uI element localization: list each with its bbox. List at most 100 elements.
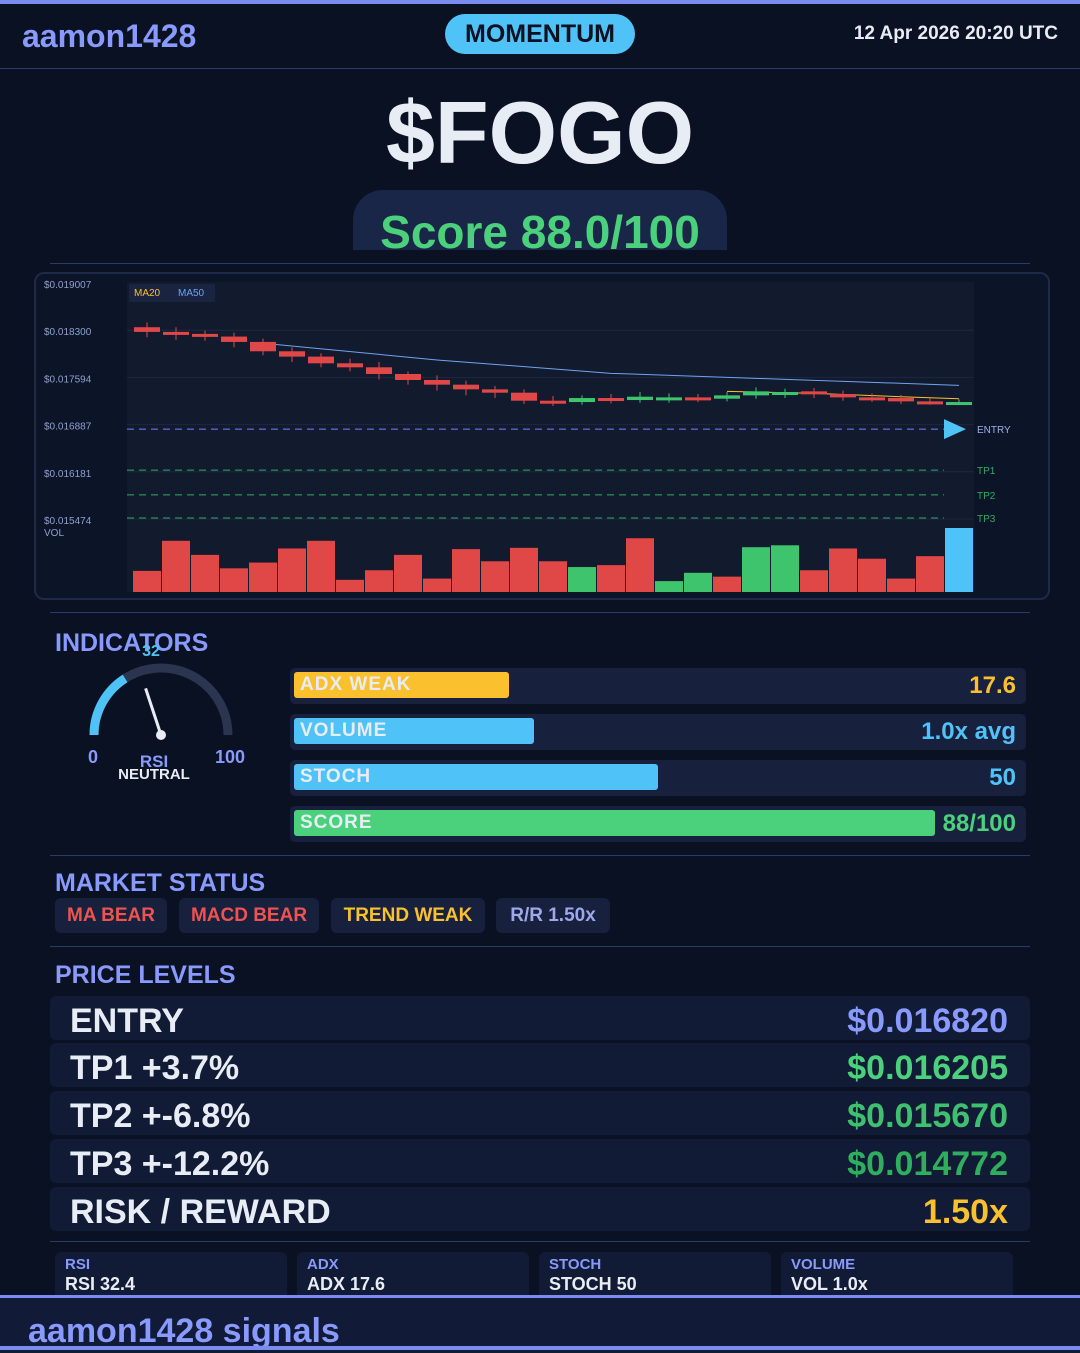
volume-bar — [249, 562, 277, 592]
volume-bar — [684, 572, 712, 592]
volume-bar — [945, 528, 973, 592]
top-accent-line — [0, 0, 1080, 4]
candle-body — [569, 398, 595, 403]
volume-bar — [771, 545, 799, 592]
candle-body — [279, 351, 305, 357]
mini-stat-stoch: STOCH STOCH 50 — [539, 1252, 771, 1296]
gauge-min: 0 — [88, 747, 98, 767]
candle-body — [250, 341, 276, 352]
level-label-tp3: TP3 — [977, 514, 996, 525]
brand-name: aamon1428 — [22, 18, 197, 54]
volume-bar — [220, 568, 248, 592]
candle-body — [772, 392, 798, 396]
candle-body — [366, 367, 392, 374]
bar-label: STOCH — [300, 766, 372, 787]
volume-bar — [191, 554, 219, 592]
candle-body — [830, 394, 856, 398]
candle-body — [685, 397, 711, 401]
volume-bar — [278, 548, 306, 592]
price-chart-panel[interactable]: $0.019007 $0.018300 $0.017594 $0.016887 $0.0… — [34, 272, 1050, 600]
level-label: ENTRY — [70, 1002, 184, 1040]
footer-text: aamon1428 signals — [28, 1312, 340, 1350]
ma20-line — [726, 390, 960, 400]
volume-bar — [829, 548, 857, 592]
volume-bar — [916, 556, 944, 592]
bar-fill — [294, 810, 935, 836]
bar-value: 88/100 — [942, 810, 1016, 837]
level-row-tp1: TP1 +3.7% $0.016205 — [50, 1043, 1030, 1087]
divider — [50, 855, 1030, 856]
ticker-symbol: $FOGO — [385, 83, 695, 182]
y-tick-label: $0.017594 — [44, 374, 92, 385]
mode-badge[interactable]: MOMENTUM — [445, 14, 635, 54]
candlestick-chart[interactable]: $0.019007 $0.018300 $0.017594 $0.016887 $0.0… — [36, 274, 1048, 598]
bar-label: ADX WEAK — [300, 674, 412, 695]
candle-body — [743, 391, 769, 396]
status-badge: MA BEAR — [55, 898, 167, 933]
volume-bar — [394, 554, 422, 592]
volume-bar — [336, 579, 364, 592]
footer-bar: aamon1428 signals — [0, 1295, 1080, 1353]
candle-body — [627, 396, 653, 401]
level-row-tp3: TP3 +-12.2% $0.014772 — [50, 1139, 1030, 1183]
candle-body — [424, 379, 450, 385]
y-tick-label: $0.016887 — [44, 422, 92, 433]
gauge-needle — [144, 687, 163, 736]
level-label-tp2: TP2 — [977, 491, 996, 502]
level-value: $0.016205 — [847, 1049, 1008, 1087]
entry-arrow — [944, 419, 966, 440]
header-bar: aamon1428 MOMENTUM 12 Apr 2026 20:20 UTC — [0, 4, 1080, 69]
volume-bar — [597, 565, 625, 592]
indicators-title: INDICATORS — [55, 629, 209, 657]
volume-bar — [481, 561, 509, 592]
legend-box — [129, 284, 215, 302]
bar-value: 17.6 — [969, 672, 1016, 699]
rsi-gauge: 32 0 100 RSI NEUTRAL — [88, 643, 245, 783]
stoch-bar: STOCH 50 — [290, 760, 1026, 796]
candle-body — [337, 363, 363, 368]
score-panel — [353, 190, 727, 250]
candle-body — [192, 333, 218, 337]
rsi-value: 32 — [142, 643, 160, 660]
gauge-track — [89, 663, 233, 736]
mini-stat-value: ADX 17.6 — [307, 1274, 386, 1294]
candle-body — [308, 356, 334, 364]
level-row-risk-reward: RISK / REWARD 1.50x — [50, 1187, 1030, 1231]
volume-bar — [510, 547, 538, 592]
volume-bar — [365, 570, 393, 592]
timestamp: 12 Apr 2026 20:20 UTC — [853, 23, 1058, 44]
candle-body — [221, 336, 247, 342]
market-status-title: MARKET STATUS — [55, 869, 266, 897]
volume-bar — [539, 561, 567, 592]
candle-body — [946, 402, 972, 406]
candle-body — [859, 397, 885, 401]
level-value: $0.016820 — [847, 1002, 1008, 1040]
level-label-entry: ENTRY — [977, 425, 1011, 436]
mini-stat-title: RSI — [65, 1256, 91, 1273]
level-label: TP1 +3.7% — [70, 1049, 240, 1087]
volume-bar — [423, 578, 451, 592]
y-tick-label: $0.019007 — [44, 280, 92, 291]
volume-bar — [133, 570, 161, 592]
gauge-fill — [89, 674, 128, 736]
rsi-label: RSI — [140, 752, 168, 771]
legend-ma20: MA20 — [134, 288, 161, 299]
plot-background — [127, 282, 974, 592]
volume-bar — [307, 540, 335, 592]
volume-bar: VOLUME 1.0x avg — [290, 714, 1026, 750]
status-badge: MACD BEAR — [179, 898, 319, 933]
level-row-entry: ENTRY $0.016820 — [50, 996, 1030, 1040]
volume-bar — [162, 540, 190, 592]
bar-value: 50 — [989, 764, 1016, 791]
candle-body — [540, 400, 566, 404]
y-tick-label: $0.015474 — [44, 516, 92, 527]
level-value: 1.50x — [922, 1193, 1008, 1231]
mini-stat-rsi: RSI RSI 32.4 — [55, 1252, 287, 1296]
bar-fill — [294, 764, 658, 790]
bar-label: SCORE — [300, 812, 373, 833]
level-value: $0.015670 — [847, 1097, 1008, 1135]
volume-bar — [858, 558, 886, 592]
mini-stat-value: STOCH 50 — [549, 1274, 637, 1294]
ma50-line — [262, 342, 960, 386]
legend-ma50: MA50 — [178, 288, 205, 299]
